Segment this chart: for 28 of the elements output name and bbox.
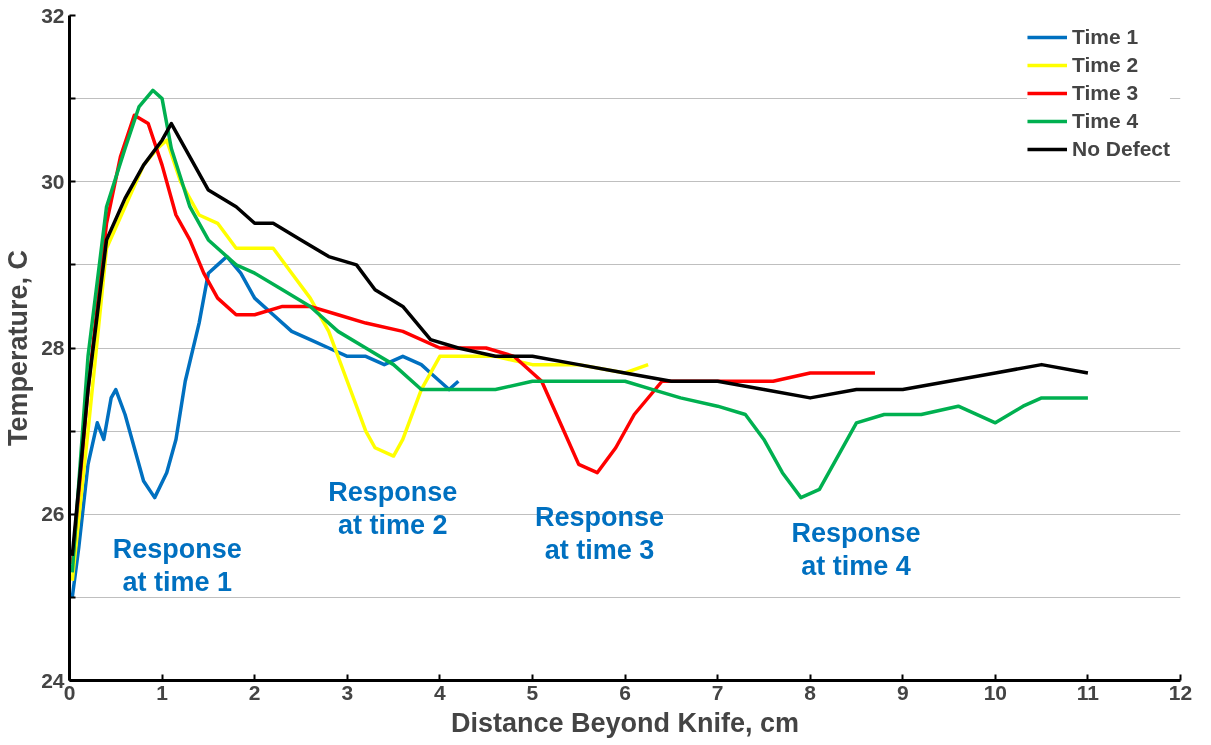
y-axis-title: Temperature, C xyxy=(3,249,34,447)
y-tick-label: 28 xyxy=(41,336,65,359)
annotation: Response at time 4 xyxy=(791,518,921,582)
annotation: Response at time 3 xyxy=(534,501,664,565)
y-tick-label: 24 xyxy=(41,668,65,692)
legend-label: Time 1 xyxy=(1071,25,1139,49)
legend-label: No Defect xyxy=(1071,137,1170,161)
x-axis-title: Distance Beyond Knife, cm xyxy=(450,707,800,738)
x-tick-label: 9 xyxy=(896,680,909,704)
legend-label: Time 4 xyxy=(1071,109,1139,133)
y-tick-label: 26 xyxy=(41,502,65,526)
legend-label: Time 3 xyxy=(1071,81,1139,105)
x-tick-label: 7 xyxy=(711,680,724,704)
x-tick-label: 3 xyxy=(341,680,354,704)
x-tick-label: 2 xyxy=(248,680,261,704)
x-tick-label: 12 xyxy=(1168,680,1193,704)
x-tick-label: 1 xyxy=(156,680,169,704)
annotation: Response at time 1 xyxy=(112,534,242,598)
legend-label: Time 2 xyxy=(1071,53,1139,77)
x-tick-label: 11 xyxy=(1076,680,1100,704)
y-tick-label: 30 xyxy=(41,169,65,193)
x-tick-label: 5 xyxy=(526,680,539,704)
x-tick-label: 4 xyxy=(433,680,446,704)
x-tick-label: 10 xyxy=(983,680,1008,704)
x-tick-label: 8 xyxy=(804,680,817,704)
y-tick-label: 32 xyxy=(41,3,65,27)
x-tick-label: 6 xyxy=(619,680,631,704)
annotation: Response at time 2 xyxy=(328,477,458,541)
